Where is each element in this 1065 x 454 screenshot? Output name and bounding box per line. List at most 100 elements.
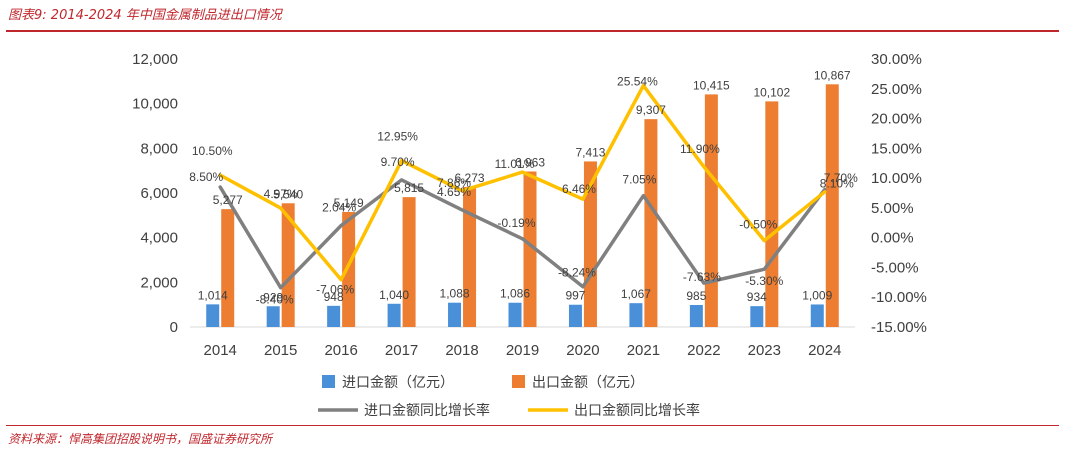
export-bar xyxy=(765,101,779,327)
export-growth-label: -7.06% xyxy=(316,283,354,297)
x-tick-label: 2015 xyxy=(264,342,297,359)
y-right-tick-label: 25.00% xyxy=(871,81,922,98)
y-left-tick-label: 2,000 xyxy=(140,274,178,291)
import-bar xyxy=(750,306,764,327)
y-left-tick-label: 0 xyxy=(170,319,178,336)
export-value-label: 7,413 xyxy=(575,145,605,159)
export-value-label: 6,273 xyxy=(455,171,485,185)
source-note: 资料来源：悍高集团招股说明书，国盛证券研究所 xyxy=(8,432,273,446)
export-value-label: 5,540 xyxy=(273,187,303,201)
import-bar xyxy=(327,305,341,327)
import-value-label: 929 xyxy=(263,290,283,304)
import-growth-label: -0.19% xyxy=(497,216,535,230)
export-bar xyxy=(644,119,658,327)
import-bar xyxy=(508,302,522,327)
import-growth-line xyxy=(218,178,827,290)
export-bar xyxy=(281,203,295,327)
y-right-tick-label: 0.00% xyxy=(871,230,914,247)
import-growth-label: 2.04% xyxy=(322,201,356,215)
import-value-label: 1,067 xyxy=(621,287,651,301)
figure-number: 图表9: xyxy=(8,8,47,23)
legend-import-label: 进口金额（亿元） xyxy=(342,375,454,391)
import-growth-label: -5.30% xyxy=(745,274,783,288)
import-value-label: 1,014 xyxy=(198,288,228,302)
export-growth-label: 25.54% xyxy=(617,75,658,89)
legend-import-growth-label: 进口金额同比增长率 xyxy=(364,402,490,419)
import-value-label: 1,086 xyxy=(500,287,530,301)
x-tick-label: 2014 xyxy=(204,342,237,359)
x-tick-label: 2017 xyxy=(385,342,418,359)
import-value-label: 1,009 xyxy=(802,288,832,302)
import-bar xyxy=(387,303,401,327)
export-growth-label: 10.50% xyxy=(192,144,233,158)
export-growth-label: 11.90% xyxy=(680,142,720,156)
import-bar xyxy=(568,304,582,327)
import-growth-label: 7.05% xyxy=(622,173,656,187)
import-bar xyxy=(448,302,462,327)
x-tick-label: 2021 xyxy=(627,342,660,359)
figure-title: 图表9: 2014-2024 年中国金属制品进出口情况 xyxy=(8,4,282,23)
export-bar xyxy=(825,84,839,327)
legend-import-swatch xyxy=(322,375,335,388)
y-right-tick-label: 10.00% xyxy=(871,170,922,187)
export-value-label: 6,963 xyxy=(515,155,545,169)
import-bar xyxy=(206,304,220,327)
y-right-tick-label: 30.00% xyxy=(871,51,922,68)
bottom-rule xyxy=(6,425,1059,426)
x-tick-label: 2022 xyxy=(687,342,720,359)
export-growth-label: 7.70% xyxy=(824,171,858,185)
export-value-label: 5,277 xyxy=(213,193,243,207)
x-tick-label: 2018 xyxy=(445,342,478,359)
x-tick-label: 2020 xyxy=(566,342,599,359)
legend-export-swatch xyxy=(512,375,525,388)
figure-title-text: 2014-2024 年中国金属制品进出口情况 xyxy=(50,8,282,23)
import-value-label: 985 xyxy=(686,289,706,303)
export-bar xyxy=(583,161,597,327)
export-growth-label: 12.95% xyxy=(377,130,418,144)
export-bar xyxy=(704,94,718,327)
x-tick-label: 2016 xyxy=(324,342,357,359)
import-value-label: 1,088 xyxy=(440,287,470,301)
y-left-tick-label: 4,000 xyxy=(140,230,178,247)
y-left-tick-label: 8,000 xyxy=(140,140,178,157)
export-growth-label: 6.46% xyxy=(562,182,596,196)
export-growth-label: 4.97% xyxy=(264,187,298,201)
export-value-label: 5,149 xyxy=(334,196,364,210)
import-growth-label: 9.70% xyxy=(381,155,415,169)
import-growth-label: -8.40% xyxy=(256,293,294,307)
import-value-label: 934 xyxy=(747,290,767,304)
import-growth-label: -7.63% xyxy=(683,270,721,284)
import-bar xyxy=(629,303,643,327)
import-bar xyxy=(810,304,824,327)
export-value-label: 9,307 xyxy=(636,103,666,117)
y-left-tick-label: 6,000 xyxy=(140,185,178,202)
legend-export-label: 出口金额（亿元） xyxy=(532,375,644,391)
x-tick-label: 2019 xyxy=(506,342,539,359)
export-growth-line xyxy=(218,83,827,282)
export-growth-label: -0.50% xyxy=(739,218,777,232)
export-bar xyxy=(402,197,416,327)
y-left-tick-label: 12,000 xyxy=(132,51,178,68)
top-rule xyxy=(6,30,1059,32)
import-growth-label: -8.24% xyxy=(558,266,596,280)
y-right-tick-label: 20.00% xyxy=(871,111,922,128)
import-value-label: 1,040 xyxy=(379,288,409,302)
import-value-label: 997 xyxy=(565,289,585,303)
export-growth-label: 7.86% xyxy=(437,176,471,190)
import-bar xyxy=(689,305,703,327)
y-right-tick-label: 5.00% xyxy=(871,200,914,217)
x-tick-label: 2023 xyxy=(748,342,781,359)
y-right-tick-label: -15.00% xyxy=(871,319,927,336)
export-value-label: 5,815 xyxy=(394,181,424,195)
x-tick-label: 2024 xyxy=(808,342,841,359)
export-bar xyxy=(342,212,356,327)
import-growth-label: 8.10% xyxy=(820,176,854,190)
export-bar xyxy=(463,186,477,327)
export-value-label: 10,102 xyxy=(753,85,790,99)
import-growth-label: 4.65% xyxy=(437,185,471,199)
import-growth-label: 8.50% xyxy=(189,170,223,184)
export-value-label: 10,867 xyxy=(814,68,851,82)
y-right-tick-label: -5.00% xyxy=(871,259,919,276)
export-growth-label: 11.01% xyxy=(495,157,535,171)
